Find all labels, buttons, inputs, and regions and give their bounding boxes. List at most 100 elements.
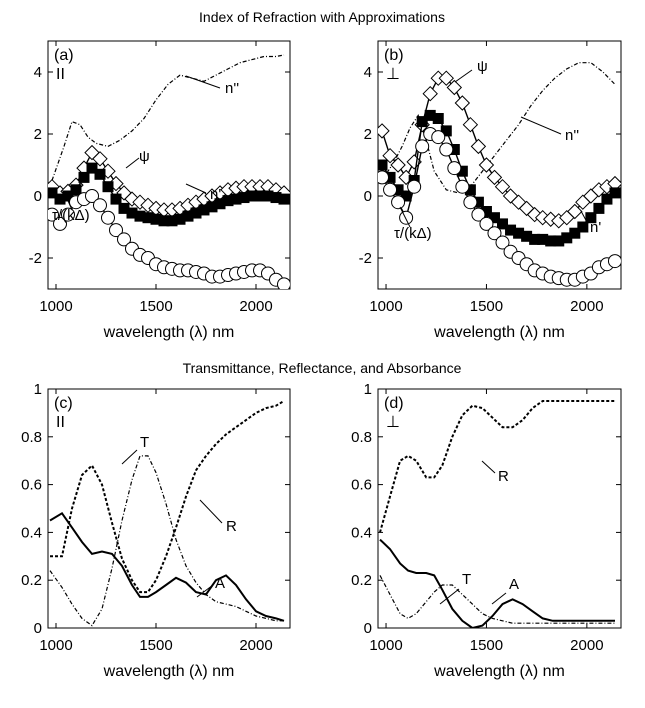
y-tick-label: 0 — [34, 188, 42, 205]
y-tick-label: 0.2 — [351, 572, 372, 589]
diamond-marker — [567, 203, 583, 220]
circle-marker — [117, 232, 131, 247]
x-tick-label: 1000 — [39, 637, 72, 654]
y-tick-label: 1 — [364, 381, 372, 398]
square-marker — [593, 202, 605, 214]
x-tick-label: 1500 — [139, 298, 172, 315]
polarization-label: ⊥ — [386, 414, 400, 431]
diamond-marker — [446, 79, 463, 96]
diamond-marker — [486, 169, 503, 186]
x-tick-label: 1500 — [470, 298, 503, 315]
annotation-label: R — [226, 518, 237, 535]
annotation-leader — [481, 460, 496, 474]
circle-marker — [487, 226, 502, 241]
circle-marker — [391, 195, 406, 210]
square-marker — [609, 187, 621, 199]
panel-label: (a) — [54, 47, 74, 64]
circle-marker — [495, 235, 510, 250]
x-axis-label: wavelength (λ) nm — [433, 324, 565, 341]
annotation-leader — [454, 69, 473, 83]
annotation-leader — [399, 206, 411, 228]
plot-frame — [377, 388, 622, 629]
series-line — [379, 400, 615, 533]
annotation-leader — [580, 210, 589, 225]
annotation-leader — [199, 499, 223, 524]
plot-frame — [47, 388, 291, 629]
square-marker — [48, 187, 58, 199]
circle-marker — [85, 189, 99, 203]
x-tick-label: 1000 — [369, 298, 402, 315]
diamond-marker — [438, 70, 454, 86]
annotation-label: A — [215, 575, 225, 592]
y-tick-label: 0.4 — [351, 524, 372, 541]
y-tick-label: -2 — [29, 250, 42, 267]
diamond-marker — [470, 138, 487, 155]
square-marker — [110, 193, 122, 205]
annotation-leader — [520, 116, 562, 135]
circle-marker — [471, 207, 486, 222]
x-tick-label: 2000 — [570, 298, 603, 315]
square-marker — [70, 184, 82, 196]
y-tick-label: 2 — [364, 126, 372, 143]
circle-marker — [101, 210, 115, 225]
circle-marker — [439, 142, 454, 157]
diamond-marker — [494, 178, 511, 195]
y-tick-label: 0.6 — [351, 477, 372, 494]
panel-a: 1000 1500 2000 -2 0 2 4 wavelength (λ) nm (a) II n… — [29, 40, 291, 341]
y-tick-label: 4 — [34, 64, 42, 81]
polarization-label: II — [56, 66, 65, 83]
x-tick-label: 2000 — [239, 298, 272, 315]
diamond-marker — [422, 85, 438, 102]
annotation-label: ψ — [139, 148, 150, 165]
series-line — [379, 538, 615, 628]
square-marker — [86, 162, 98, 174]
y-tick-label: 4 — [364, 64, 372, 81]
polarization-label: II — [56, 414, 65, 431]
series-line — [50, 400, 285, 594]
annotation-leader — [491, 592, 507, 605]
square-marker — [585, 212, 597, 224]
y-tick-label: 0.4 — [21, 524, 42, 541]
section-title-transmittance: Transmittance, Reflectance, and Absorban… — [183, 360, 462, 376]
diamond-marker — [454, 95, 471, 111]
x-tick-label: 1000 — [39, 298, 72, 315]
square-marker — [601, 193, 613, 205]
x-axis-label: wavelength (λ) nm — [103, 324, 235, 341]
annotation-label: τ/(kΔ) — [394, 225, 432, 242]
square-marker — [378, 159, 388, 171]
y-tick-label: 2 — [34, 126, 42, 143]
square-marker — [497, 218, 509, 230]
circle-marker — [479, 216, 494, 231]
diamond-marker — [378, 123, 390, 139]
square-marker — [94, 168, 106, 180]
panel-label: (b) — [384, 47, 404, 64]
circle-marker — [378, 170, 390, 185]
annotation-label: n' — [590, 219, 601, 236]
annotation-label: n'' — [565, 127, 579, 144]
circle-marker — [415, 139, 430, 154]
section-title-refraction: Index of Refraction with Approximations — [199, 9, 445, 25]
annotation-leader — [65, 195, 73, 211]
x-axis-label: wavelength (λ) nm — [103, 663, 235, 680]
square-marker — [78, 171, 90, 183]
circle-marker — [93, 198, 107, 213]
y-tick-label: 1 — [34, 381, 42, 398]
diamond-marker — [478, 157, 495, 173]
panel-label: (c) — [54, 395, 73, 412]
square-marker — [432, 113, 444, 124]
polarization-label: ⊥ — [386, 66, 400, 83]
square-marker — [278, 193, 290, 205]
y-tick-label: 0.8 — [21, 429, 42, 446]
annotation-label: A — [509, 576, 519, 593]
panel-b: 1000 1500 2000 -2 0 2 4 wavelength (λ) nm (b) ⊥ n'… — [359, 40, 622, 341]
y-tick-label: 0.2 — [21, 572, 42, 589]
y-tick-label: 0.6 — [21, 477, 42, 494]
y-tick-label: 0 — [364, 620, 372, 637]
y-tick-label: 0 — [34, 620, 42, 637]
x-axis-label: wavelength (λ) nm — [433, 663, 565, 680]
circle-marker — [383, 182, 398, 197]
annotation-label: n' — [210, 186, 221, 203]
diamond-marker — [382, 147, 398, 164]
circle-marker — [463, 195, 478, 210]
